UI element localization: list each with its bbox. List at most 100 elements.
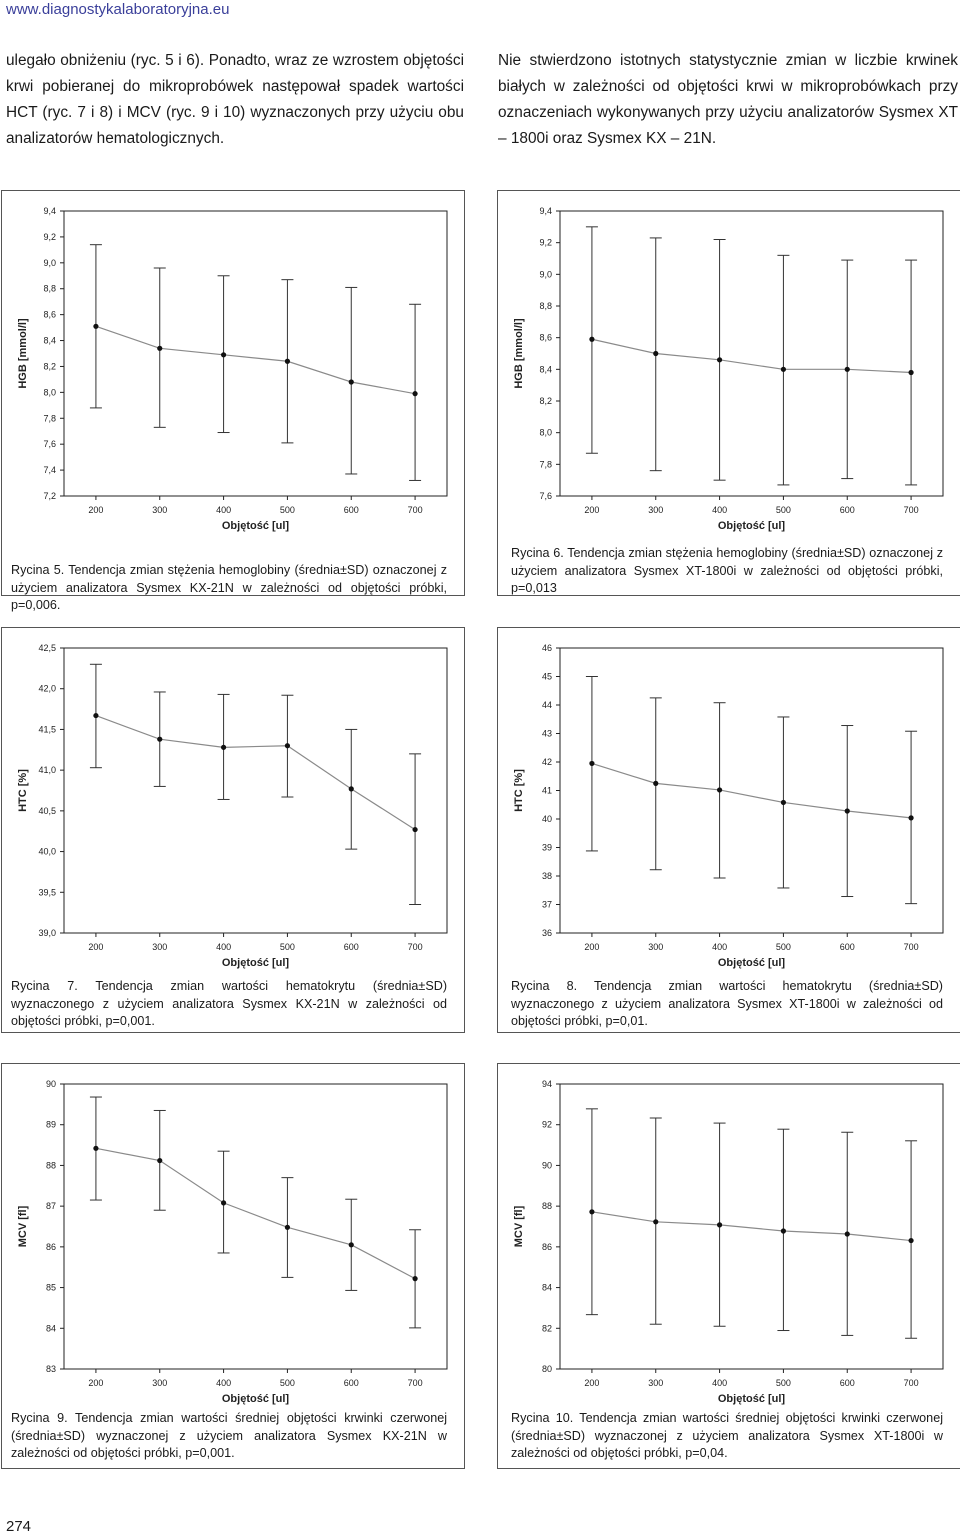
mean-point bbox=[93, 712, 99, 719]
x-tick-label: 200 bbox=[88, 942, 103, 952]
plot-frame bbox=[63, 1083, 448, 1370]
mean-point bbox=[157, 1157, 163, 1164]
y-tick-label: 8,2 bbox=[43, 361, 56, 371]
mean-point bbox=[412, 391, 418, 397]
y-tick-label: 7,6 bbox=[43, 439, 56, 449]
mean-point bbox=[908, 815, 914, 821]
y-tick-label: 8,6 bbox=[539, 333, 552, 343]
y-tick-label: 83 bbox=[46, 1364, 56, 1374]
y-tick-label: 9,4 bbox=[43, 206, 56, 216]
mean-point bbox=[157, 345, 163, 351]
x-tick-label: 400 bbox=[712, 505, 727, 515]
y-tick-label: 41,0 bbox=[38, 765, 56, 775]
y-tick-label: 8,0 bbox=[43, 387, 56, 397]
y-tick-label: 86 bbox=[542, 1242, 552, 1252]
x-tick-label: 200 bbox=[584, 505, 599, 515]
chart-svg: 39,0 39,5 40,0 40,5 41,0 41,5 42,0 42,5 200 300 40… bbox=[17, 643, 448, 969]
y-tick-label: 9,0 bbox=[539, 269, 552, 279]
caption-lead: Rycina 6. bbox=[511, 546, 564, 560]
y-tick-label: 7,8 bbox=[43, 413, 56, 423]
x-tick-label: 300 bbox=[648, 505, 663, 515]
caption-lead: Rycina 10. bbox=[511, 1411, 574, 1425]
caption-lead: Rycina 9. bbox=[11, 1411, 68, 1425]
caption-rycina-10: Rycina 10. Tendencja zmian wartości śred… bbox=[511, 1410, 943, 1463]
x-axis-title: Objętość [ul] bbox=[718, 1393, 786, 1405]
caption-text: Tendencja zmian stężenia hemoglobiny (śr… bbox=[511, 546, 944, 595]
mean-point bbox=[653, 780, 659, 786]
x-tick-label: 500 bbox=[280, 505, 295, 515]
x-tick-label: 400 bbox=[712, 1378, 727, 1388]
y-tick-label: 7,4 bbox=[43, 465, 56, 475]
y-tick-label: 40,0 bbox=[38, 847, 56, 857]
y-tick-label: 41 bbox=[542, 786, 552, 796]
mean-point bbox=[348, 786, 354, 792]
x-tick-label: 500 bbox=[776, 1378, 791, 1388]
mean-point bbox=[780, 366, 787, 372]
x-tick-label: 600 bbox=[840, 942, 855, 952]
mean-point bbox=[716, 787, 723, 793]
caption-lead: Rycina 8. bbox=[511, 979, 578, 993]
y-tick-label: 8,6 bbox=[43, 310, 56, 320]
mean-point bbox=[284, 1224, 291, 1230]
mean-point bbox=[716, 357, 723, 363]
caption-text: Tendencja zmian wartości hematokrytu (śr… bbox=[11, 979, 448, 1028]
y-tick-label: 85 bbox=[46, 1283, 56, 1293]
mean-point bbox=[157, 736, 163, 742]
plot-frame bbox=[63, 210, 448, 497]
chart-svg: 80 82 84 86 88 90 92 94 200 300 400 500 600 700 Objęto… bbox=[513, 1079, 944, 1405]
y-axis-title: MCV [fl] bbox=[513, 1205, 525, 1247]
mean-point bbox=[412, 1276, 418, 1282]
mean-point bbox=[284, 743, 291, 749]
x-tick-label: 700 bbox=[408, 505, 423, 515]
y-axis-title: HTC [%] bbox=[513, 769, 525, 812]
x-tick-label: 200 bbox=[88, 1378, 103, 1388]
site-url[interactable]: www.diagnostykalaboratoryjna.eu bbox=[6, 1, 230, 18]
y-axis-title: MCV [fl] bbox=[17, 1205, 29, 1247]
y-tick-label: 90 bbox=[542, 1160, 552, 1170]
mean-point bbox=[220, 1200, 227, 1206]
caption-text: Tendencja zmian stężenia hemoglobiny (śr… bbox=[11, 563, 448, 612]
y-tick-label: 40,5 bbox=[38, 806, 56, 816]
x-tick-label: 500 bbox=[776, 942, 791, 952]
y-axis-title: HGB [mmol/l] bbox=[17, 318, 29, 389]
y-tick-label: 88 bbox=[46, 1160, 56, 1170]
x-tick-label: 600 bbox=[344, 942, 359, 952]
chart-svg: 7,6 7,8 8,0 8,2 8,4 8,6 8,8 9,0 9,2 9,4 200 300 400 5… bbox=[513, 206, 944, 532]
mean-line bbox=[591, 1211, 912, 1242]
figure-rycina-9: 83 84 85 86 87 88 89 90 200 300 400 500 600 700 Objęto… bbox=[1, 1063, 465, 1469]
x-axis-title: Objętość [ul] bbox=[222, 520, 290, 532]
y-tick-label: 39,5 bbox=[38, 887, 56, 897]
mean-point bbox=[844, 366, 850, 372]
y-tick-label: 86 bbox=[46, 1242, 56, 1252]
x-tick-label: 300 bbox=[648, 1378, 663, 1388]
x-tick-label: 400 bbox=[216, 505, 231, 515]
mean-point bbox=[93, 323, 99, 329]
y-tick-label: 46 bbox=[542, 643, 552, 653]
x-tick-label: 400 bbox=[712, 942, 727, 952]
y-tick-label: 90 bbox=[46, 1079, 56, 1089]
x-tick-label: 700 bbox=[408, 1378, 423, 1388]
figure-rycina-5: 7,2 7,4 7,6 7,8 8,0 8,2 8,4 8,6 8,8 9,0 9,2 9,4 200 3… bbox=[1, 190, 465, 596]
x-tick-label: 300 bbox=[152, 505, 167, 515]
caption-rycina-5: Rycina 5. Tendencja zmian stężenia hemog… bbox=[11, 562, 447, 615]
chart-svg: 36 37 38 39 40 41 42 43 44 45 46 200 300 400 500 600 700… bbox=[513, 643, 944, 969]
figure-rycina-6: 7,6 7,8 8,0 8,2 8,4 8,6 8,8 9,0 9,2 9,4 200 300 400 5… bbox=[497, 190, 960, 596]
y-tick-label: 9,4 bbox=[539, 206, 552, 216]
y-tick-label: 41,5 bbox=[38, 724, 56, 734]
y-tick-label: 39,0 bbox=[38, 928, 56, 938]
plot-frame bbox=[559, 647, 944, 934]
mean-point bbox=[348, 379, 354, 385]
plot-frame bbox=[63, 647, 448, 934]
x-tick-label: 200 bbox=[584, 1378, 599, 1388]
x-tick-label: 500 bbox=[776, 505, 791, 515]
y-tick-label: 39 bbox=[542, 843, 552, 853]
y-tick-label: 40 bbox=[542, 814, 552, 824]
x-tick-label: 600 bbox=[344, 505, 359, 515]
y-tick-label: 45 bbox=[542, 672, 552, 682]
figure-rycina-8: 36 37 38 39 40 41 42 43 44 45 46 200 300 400 500 600 700… bbox=[497, 627, 960, 1033]
y-tick-label: 42,5 bbox=[38, 643, 56, 653]
y-tick-label: 8,2 bbox=[539, 396, 552, 406]
y-tick-label: 42,0 bbox=[38, 684, 56, 694]
x-tick-label: 600 bbox=[840, 505, 855, 515]
x-tick-label: 400 bbox=[216, 942, 231, 952]
